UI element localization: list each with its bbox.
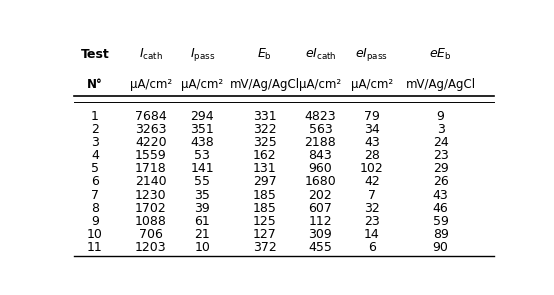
Text: 1718: 1718 xyxy=(135,162,167,175)
Text: 2: 2 xyxy=(91,123,99,136)
Text: 34: 34 xyxy=(364,123,380,136)
Text: 1: 1 xyxy=(91,109,99,122)
Text: 1680: 1680 xyxy=(305,176,336,189)
Text: 46: 46 xyxy=(433,202,449,215)
Text: 351: 351 xyxy=(191,123,214,136)
Text: 14: 14 xyxy=(364,228,380,241)
Text: $\it{I}_{\rm{pass}}$: $\it{I}_{\rm{pass}}$ xyxy=(189,46,215,63)
Text: 9: 9 xyxy=(91,215,99,228)
Text: 4220: 4220 xyxy=(135,136,167,149)
Text: 42: 42 xyxy=(364,176,380,189)
Text: 1230: 1230 xyxy=(135,189,167,201)
Text: $\it{E}_{\rm{b}}$: $\it{E}_{\rm{b}}$ xyxy=(257,47,272,62)
Text: 35: 35 xyxy=(194,189,211,201)
Text: 331: 331 xyxy=(253,109,276,122)
Text: 455: 455 xyxy=(309,241,332,254)
Text: 3: 3 xyxy=(437,123,444,136)
Text: $\it{I}_{\rm{cath}}$: $\it{I}_{\rm{cath}}$ xyxy=(139,47,163,62)
Text: 11: 11 xyxy=(87,241,103,254)
Text: 202: 202 xyxy=(309,189,332,201)
Text: 185: 185 xyxy=(253,189,276,201)
Text: 3263: 3263 xyxy=(135,123,167,136)
Text: 960: 960 xyxy=(309,162,332,175)
Text: 6: 6 xyxy=(91,176,99,189)
Text: 102: 102 xyxy=(360,162,384,175)
Text: 28: 28 xyxy=(364,149,380,162)
Text: 9: 9 xyxy=(437,109,444,122)
Text: 7: 7 xyxy=(91,189,99,201)
Text: 39: 39 xyxy=(194,202,210,215)
Text: 4823: 4823 xyxy=(305,109,336,122)
Text: 438: 438 xyxy=(191,136,214,149)
Text: 21: 21 xyxy=(194,228,210,241)
Text: 8: 8 xyxy=(91,202,99,215)
Text: 43: 43 xyxy=(364,136,380,149)
Text: 297: 297 xyxy=(253,176,276,189)
Text: 4: 4 xyxy=(91,149,99,162)
Text: 5: 5 xyxy=(91,162,99,175)
Text: μA/cm²: μA/cm² xyxy=(181,78,223,91)
Text: 309: 309 xyxy=(309,228,332,241)
Text: 131: 131 xyxy=(253,162,276,175)
Text: 294: 294 xyxy=(191,109,214,122)
Text: 1559: 1559 xyxy=(135,149,167,162)
Text: mV/Ag/AgCl: mV/Ag/AgCl xyxy=(406,78,476,91)
Text: 59: 59 xyxy=(433,215,449,228)
Text: 185: 185 xyxy=(253,202,276,215)
Text: 162: 162 xyxy=(253,149,276,162)
Text: 89: 89 xyxy=(433,228,449,241)
Text: 3: 3 xyxy=(91,136,99,149)
Text: 43: 43 xyxy=(433,189,449,201)
Text: 607: 607 xyxy=(309,202,332,215)
Text: 1203: 1203 xyxy=(135,241,167,254)
Text: μA/cm²: μA/cm² xyxy=(130,78,172,91)
Text: $\it{eI}_{\rm{pass}}$: $\it{eI}_{\rm{pass}}$ xyxy=(356,46,388,63)
Text: 322: 322 xyxy=(253,123,276,136)
Text: 2188: 2188 xyxy=(305,136,336,149)
Text: Test: Test xyxy=(81,48,109,61)
Text: 843: 843 xyxy=(309,149,332,162)
Text: 125: 125 xyxy=(253,215,276,228)
Text: 6: 6 xyxy=(368,241,376,254)
Text: 26: 26 xyxy=(433,176,449,189)
Text: 7684: 7684 xyxy=(135,109,167,122)
Text: 563: 563 xyxy=(309,123,332,136)
Text: 372: 372 xyxy=(253,241,276,254)
Text: 29: 29 xyxy=(433,162,449,175)
Text: 325: 325 xyxy=(253,136,276,149)
Text: 7: 7 xyxy=(368,189,376,201)
Text: 23: 23 xyxy=(433,149,449,162)
Text: 1088: 1088 xyxy=(135,215,167,228)
Text: 112: 112 xyxy=(309,215,332,228)
Text: 10: 10 xyxy=(194,241,211,254)
Text: 90: 90 xyxy=(433,241,449,254)
Text: 24: 24 xyxy=(433,136,449,149)
Text: μA/cm²: μA/cm² xyxy=(351,78,393,91)
Text: 706: 706 xyxy=(139,228,163,241)
Text: 141: 141 xyxy=(191,162,214,175)
Text: 2140: 2140 xyxy=(135,176,167,189)
Text: $\it{eI}_{\rm{cath}}$: $\it{eI}_{\rm{cath}}$ xyxy=(305,47,336,62)
Text: 61: 61 xyxy=(194,215,210,228)
Text: 32: 32 xyxy=(364,202,380,215)
Text: 10: 10 xyxy=(87,228,103,241)
Text: N°: N° xyxy=(87,78,103,91)
Text: 55: 55 xyxy=(194,176,211,189)
Text: mV/Ag/AgCl: mV/Ag/AgCl xyxy=(229,78,300,91)
Text: 127: 127 xyxy=(253,228,276,241)
Text: 79: 79 xyxy=(364,109,380,122)
Text: μA/cm²: μA/cm² xyxy=(299,78,341,91)
Text: 53: 53 xyxy=(194,149,211,162)
Text: 1702: 1702 xyxy=(135,202,167,215)
Text: $\it{eE}_{\rm{b}}$: $\it{eE}_{\rm{b}}$ xyxy=(429,47,452,62)
Text: 23: 23 xyxy=(364,215,380,228)
